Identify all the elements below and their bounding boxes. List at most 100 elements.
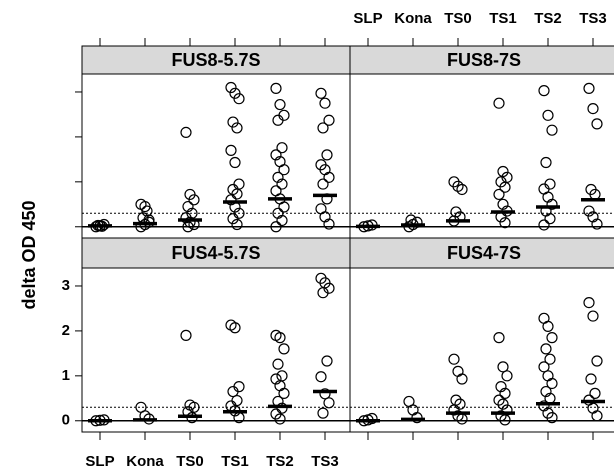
data-point — [274, 98, 286, 111]
data-point — [278, 387, 290, 399]
data-point — [407, 404, 419, 416]
data-point — [315, 371, 327, 383]
data-point — [583, 205, 595, 217]
data-point — [411, 412, 423, 424]
data-point — [583, 296, 595, 309]
data-point — [276, 370, 288, 382]
x-tick-label: TS1 — [221, 453, 249, 470]
data-point — [319, 97, 331, 109]
x-tick-label: SLP — [353, 10, 382, 27]
data-point — [229, 156, 241, 169]
data-point — [229, 322, 241, 334]
y-tick-label: 3 — [62, 277, 70, 294]
data-point — [319, 388, 331, 400]
data-point — [454, 398, 466, 410]
data-point — [456, 373, 468, 385]
data-point — [231, 218, 243, 231]
data-point — [585, 373, 597, 385]
data-point — [366, 412, 378, 425]
data-point — [317, 122, 329, 134]
data-point — [323, 397, 335, 409]
data-point — [231, 394, 243, 407]
data-point — [180, 126, 192, 139]
data-point — [182, 200, 194, 213]
x-tick-label: TS3 — [311, 453, 339, 470]
data-point — [274, 332, 286, 344]
data-point — [276, 142, 288, 154]
data-point — [497, 361, 509, 373]
y-tick-label: 2 — [62, 322, 70, 339]
data-point — [227, 213, 239, 225]
data-point — [315, 87, 327, 99]
data-point — [544, 353, 556, 365]
strip-background — [349, 237, 614, 269]
data-point — [495, 410, 507, 422]
data-point — [231, 122, 243, 134]
data-point — [538, 361, 550, 373]
data-point — [276, 402, 288, 414]
data-point — [540, 156, 552, 169]
data-point — [180, 329, 192, 341]
data-point — [278, 164, 290, 176]
data-point — [546, 332, 558, 344]
data-point — [278, 343, 290, 355]
data-point — [546, 412, 558, 424]
data-point — [587, 310, 599, 322]
data-point — [452, 180, 464, 192]
data-point — [591, 118, 603, 130]
panel-title: FUS4-5.7S — [171, 243, 260, 263]
data-point — [540, 343, 552, 355]
y-tick-label: 1 — [62, 367, 70, 384]
data-point — [542, 320, 554, 333]
x-tick-label: TS2 — [266, 453, 294, 470]
data-point — [497, 198, 509, 210]
data-point — [227, 116, 239, 128]
data-point — [233, 178, 245, 190]
data-point — [538, 85, 550, 97]
data-point — [501, 370, 513, 382]
data-point — [321, 355, 333, 367]
data-point — [497, 398, 509, 410]
x-tick-label: TS0 — [176, 453, 204, 470]
data-point — [233, 93, 245, 105]
data-point — [321, 149, 333, 161]
data-point — [493, 332, 505, 344]
data-point — [499, 181, 511, 193]
data-point — [270, 82, 282, 94]
data-point — [452, 410, 464, 422]
data-point — [272, 114, 284, 126]
data-point — [225, 144, 237, 156]
data-point — [317, 178, 329, 190]
data-point — [591, 355, 603, 367]
x-tick-label: TS1 — [489, 10, 517, 27]
data-point — [274, 413, 286, 425]
data-point — [278, 201, 290, 213]
panel-title: FUS8-7S — [447, 50, 521, 70]
data-point — [450, 394, 462, 406]
data-point — [591, 218, 603, 230]
data-point — [231, 188, 243, 200]
panel-title: FUS4-7S — [447, 243, 521, 263]
data-point — [456, 183, 468, 196]
data-point — [497, 165, 509, 178]
panel-title: FUS8-5.7S — [171, 50, 260, 70]
x-tick-label: TS3 — [579, 10, 607, 27]
data-point — [448, 404, 460, 416]
data-point — [540, 385, 552, 398]
data-point — [272, 171, 284, 183]
x-tick-label: Kona — [394, 10, 432, 27]
data-point — [225, 81, 237, 94]
data-point — [270, 221, 282, 233]
data-point — [495, 381, 507, 393]
data-point — [499, 387, 511, 399]
data-point — [276, 214, 288, 227]
data-point — [411, 216, 423, 228]
data-point — [317, 287, 329, 299]
data-point — [538, 219, 550, 231]
data-point — [542, 109, 554, 121]
data-point — [499, 414, 511, 426]
x-tick-label: TS0 — [444, 10, 472, 27]
data-point — [323, 171, 335, 183]
data-point — [323, 218, 335, 230]
